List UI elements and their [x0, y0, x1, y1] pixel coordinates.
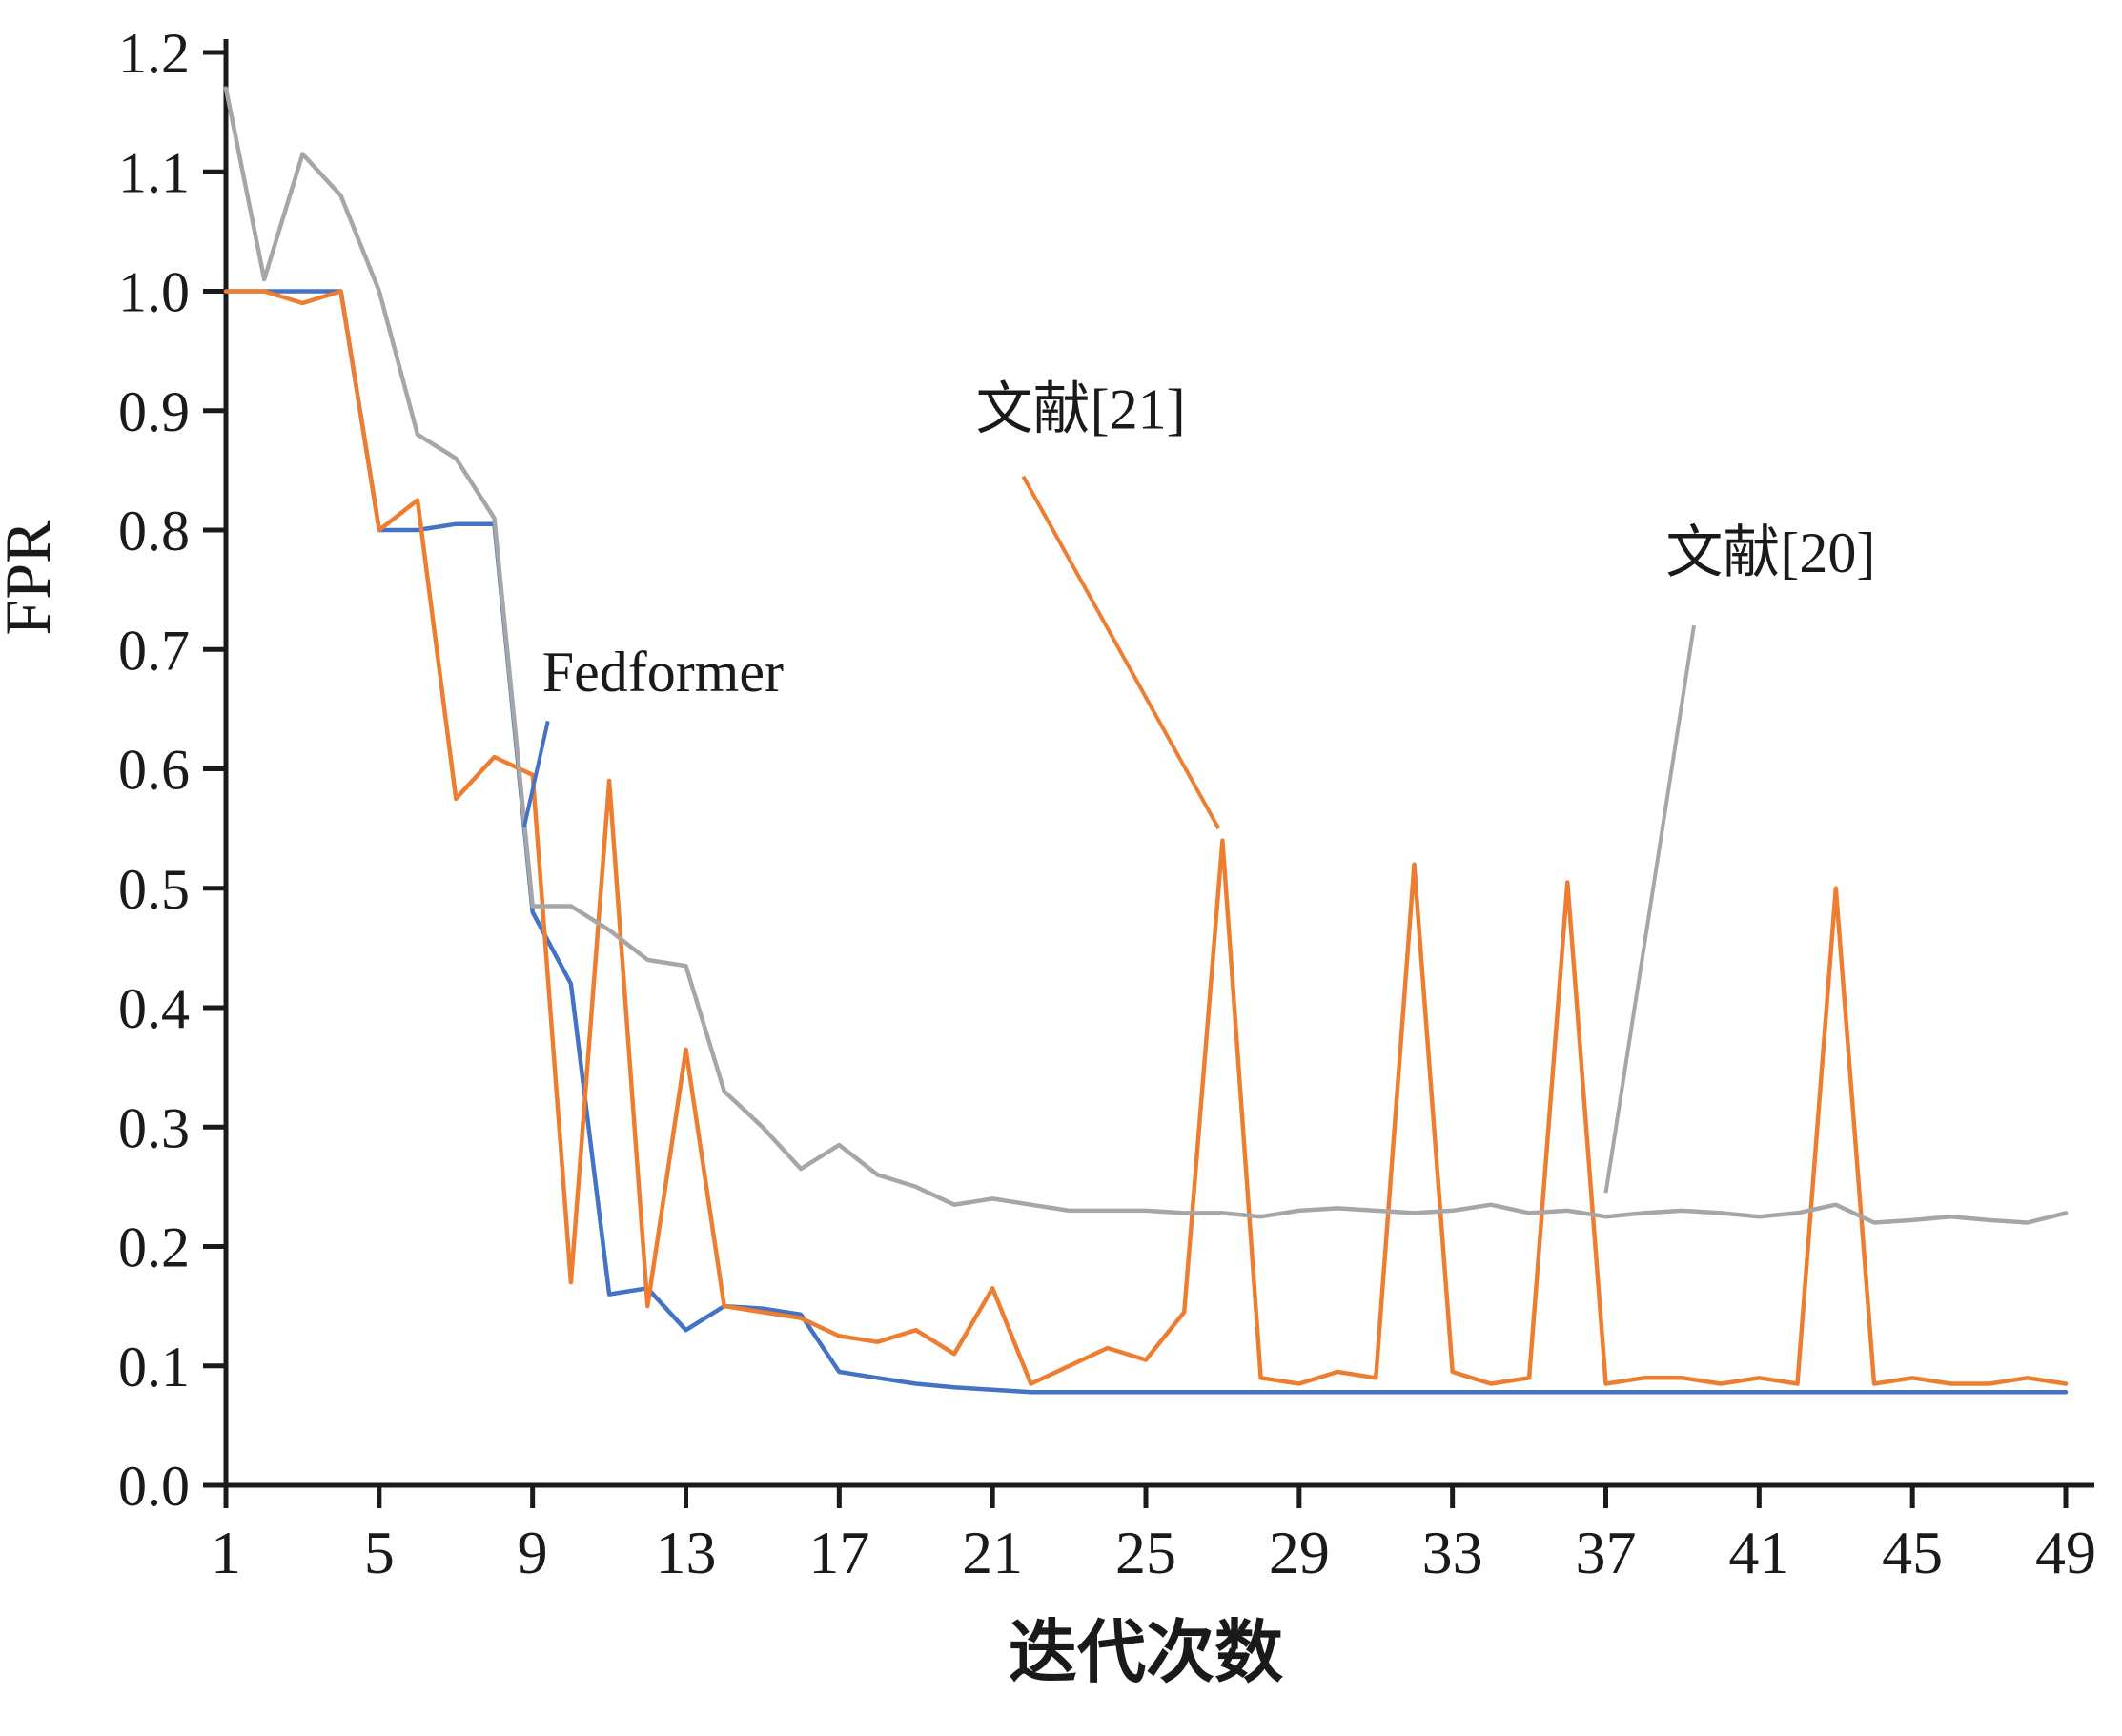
x-axis-tick-label: 17	[808, 1519, 869, 1586]
axes-layer: 0.0 0.1 0.2 0.3 0.4 0.5 0.6 0.7 0.8 0.9 1.0 1.1 1.2 1…	[0, 22, 2096, 1691]
y-axis-tick-label: 1.1	[118, 141, 190, 204]
series-line-0	[223, 289, 2069, 1395]
x-axis-tick-label: 49	[2035, 1519, 2096, 1586]
x-axis-tick-label: 21	[962, 1519, 1023, 1586]
y-axis-tick-label: 0.7	[118, 619, 190, 682]
y-axis-tick-label: 0.5	[118, 858, 190, 921]
x-axis-tick-label: 5	[364, 1519, 395, 1586]
y-axis-tick-label: 0.8	[118, 500, 190, 562]
x-axis-title: 迭代次数	[1009, 1615, 1283, 1691]
y-axis-tick-label: 0.3	[118, 1096, 190, 1159]
series-layer	[223, 86, 2069, 1395]
annotation-label-1: 文献[21]	[976, 378, 1186, 441]
y-axis-tick-label: 0.4	[118, 977, 190, 1040]
annotation-label-0: Fedformer	[542, 641, 784, 704]
x-axis-tick-label: 37	[1576, 1519, 1637, 1586]
y-axis-tick-label: 0.6	[118, 739, 190, 802]
x-axis-tick-label: 33	[1422, 1519, 1483, 1586]
y-axis-tick-label: 0.0	[118, 1455, 190, 1518]
y-axis-title: FPR	[0, 520, 64, 636]
y-axis-tick-label: 0.2	[118, 1216, 190, 1279]
y-axis-tick-label: 1.2	[118, 22, 190, 85]
x-axis-tick-label: 1	[211, 1519, 241, 1586]
x-axis-tick-label: 29	[1269, 1519, 1330, 1586]
x-axis-tick-label: 13	[656, 1519, 717, 1586]
annotation-leader-0	[521, 720, 550, 828]
annotation-leader-1	[1021, 475, 1221, 830]
annotation-label-2: 文献[20]	[1665, 521, 1875, 584]
annotation-leader-2	[1603, 624, 1696, 1194]
x-axis-tick-label: 25	[1115, 1519, 1176, 1586]
annotation-layer: Fedformer 文献[21] 文献[20]	[521, 378, 1875, 1194]
y-axis-tick-label: 0.9	[118, 380, 190, 443]
x-axis-tick-label: 41	[1728, 1519, 1789, 1586]
y-axis-tick-label: 0.1	[118, 1336, 190, 1399]
series-line-2	[223, 86, 2069, 1225]
series-line-1	[223, 289, 2069, 1386]
x-axis-tick-label: 45	[1882, 1519, 1943, 1586]
x-axis-tick-label: 9	[518, 1519, 548, 1586]
y-axis-tick-label: 1.0	[118, 261, 190, 324]
